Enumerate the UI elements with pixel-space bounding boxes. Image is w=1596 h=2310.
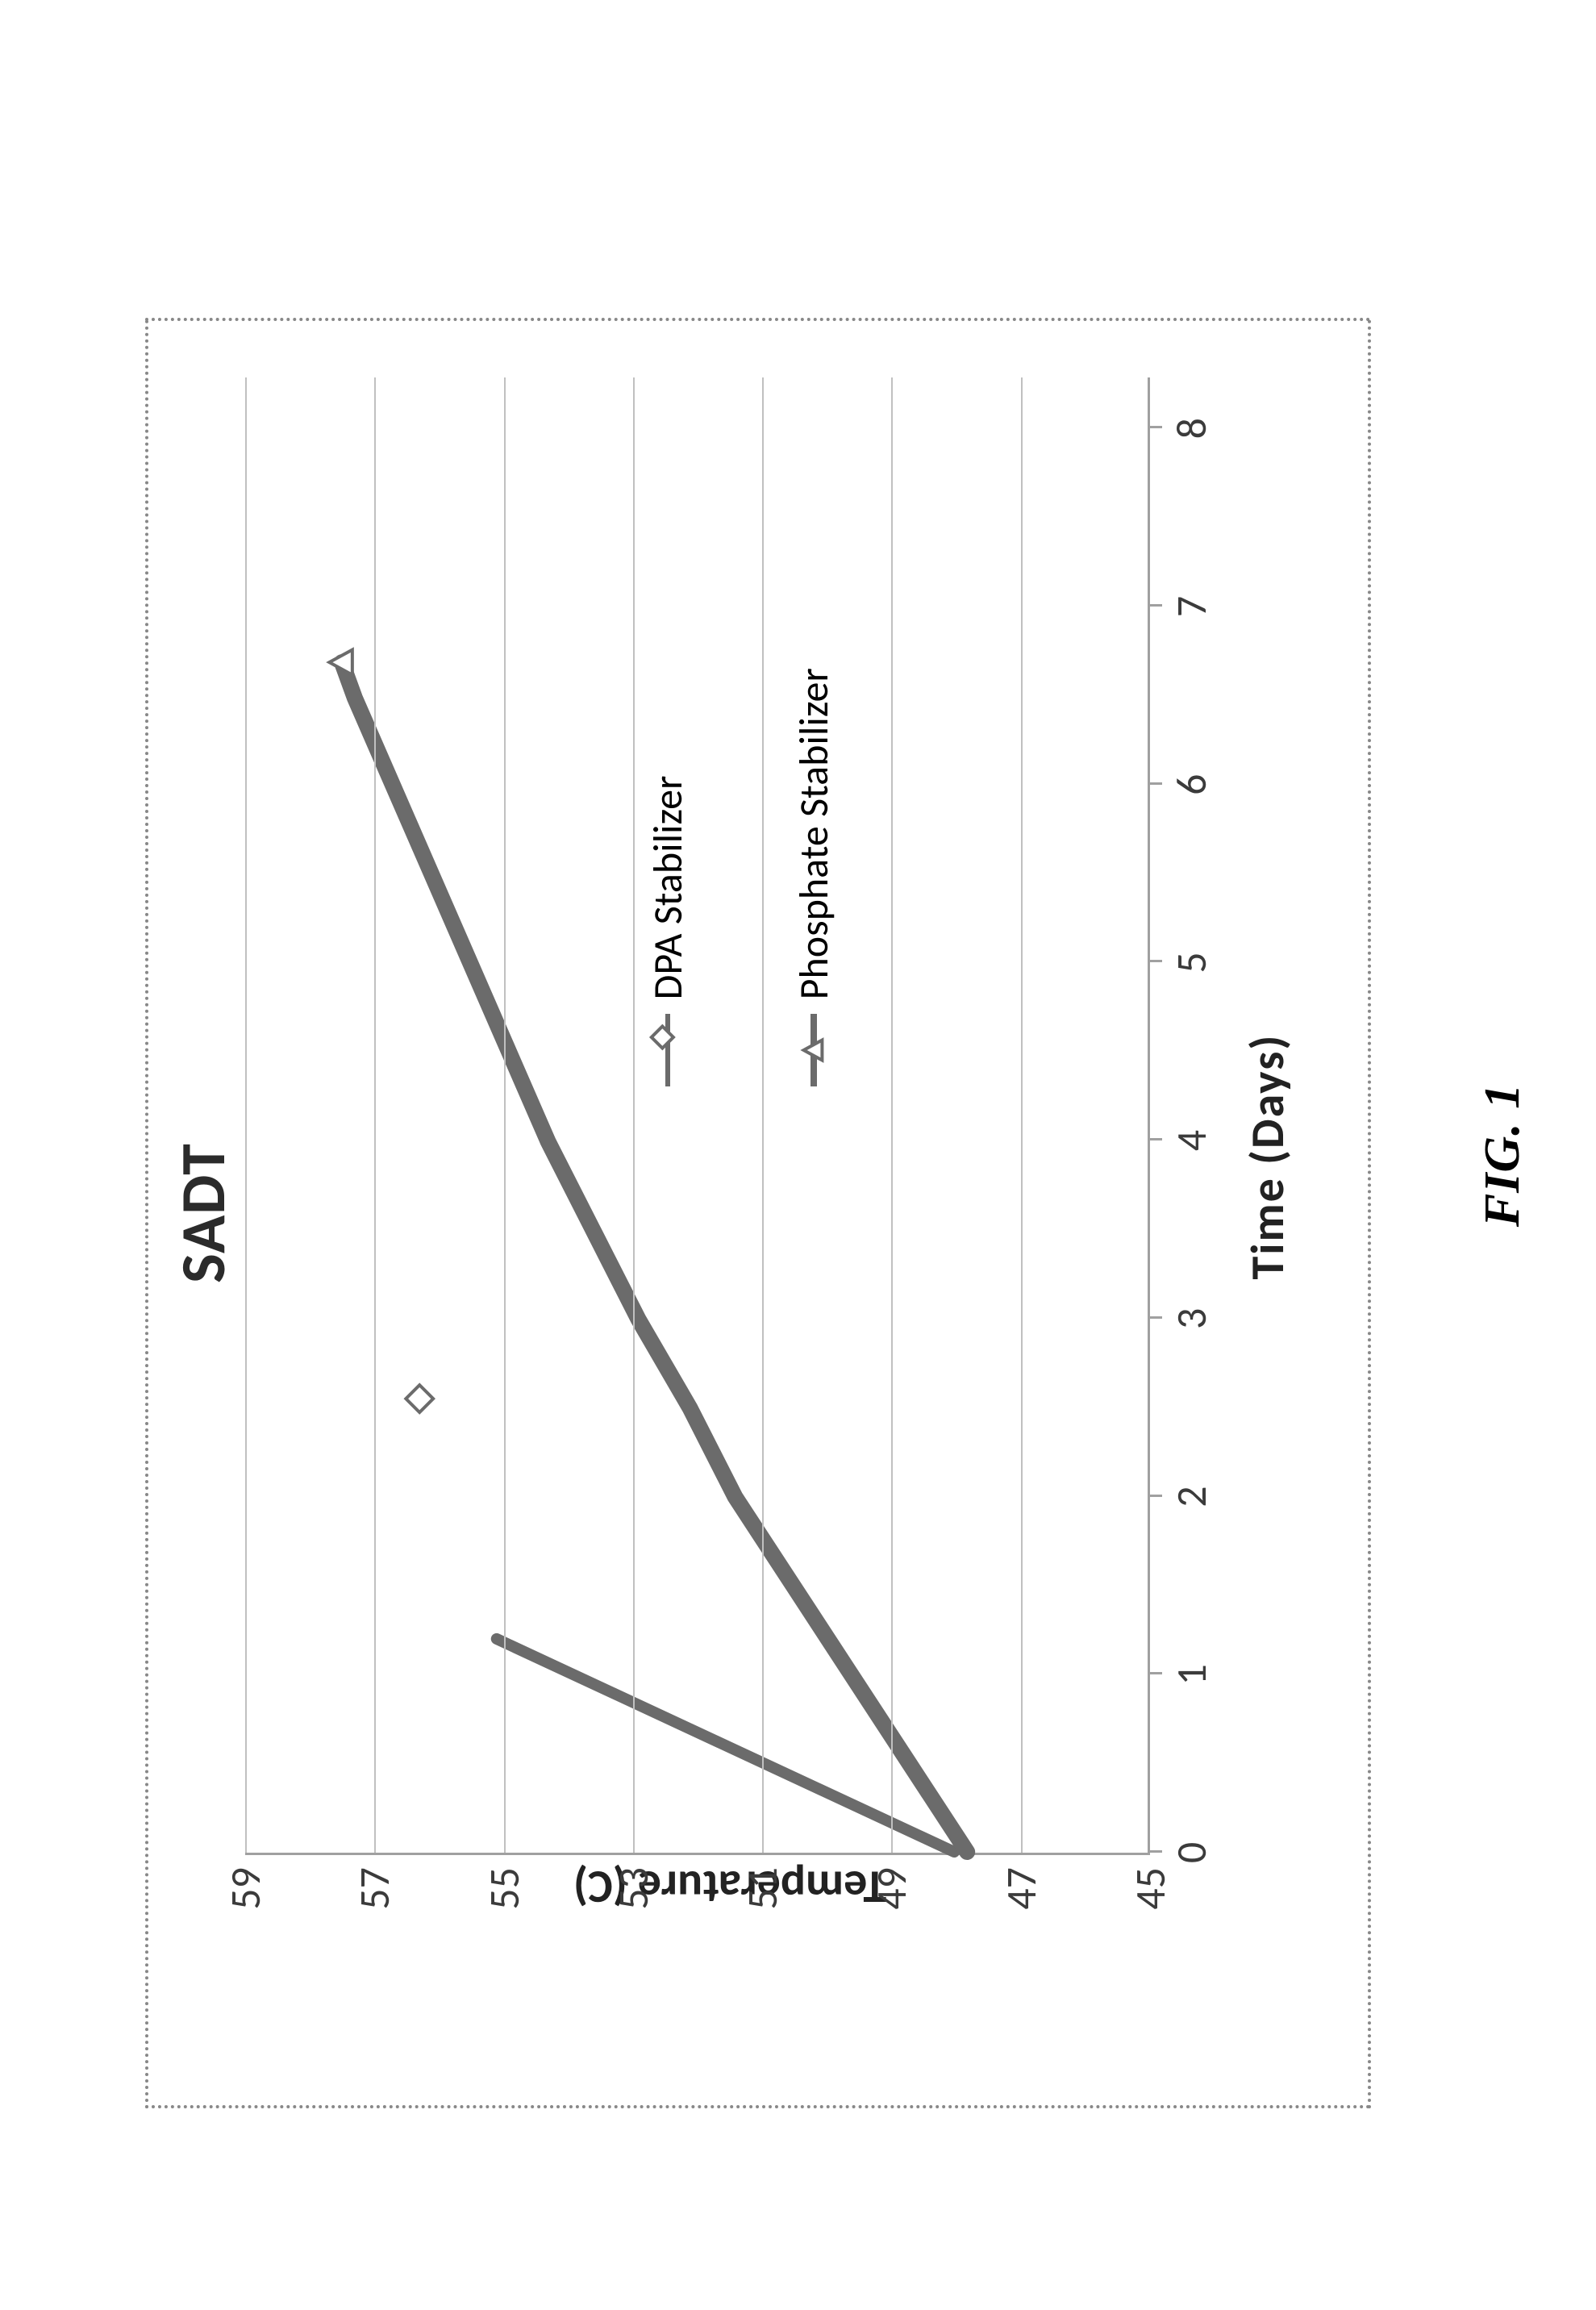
x-tick [1148,960,1162,962]
x-tick [1148,604,1162,607]
x-tick-label: 6 [1165,773,1217,794]
y-tick-label: 55 [478,1853,530,1910]
legend-entry-dpa: DPA Stabilizer [644,668,693,1086]
x-tick-label: 0 [1165,1842,1217,1863]
x-tick [1148,782,1162,785]
y-tick-label: 49 [865,1853,917,1910]
x-tick [1148,1495,1162,1497]
gridline [1021,377,1023,1853]
x-tick-label: 8 [1165,418,1217,439]
x-tick [1148,426,1162,428]
plot-svg [245,377,1148,1853]
y-tick-label: 57 [348,1853,400,1910]
x-tick-label: 3 [1165,1308,1217,1329]
legend-label: DPA Stabilizer [644,776,693,1000]
gridline [374,377,376,1853]
diamond-open-marker [406,1385,433,1412]
legend: DPA Stabilizer Phosphate Stabilizer [644,668,839,1086]
legend-swatch-phosphate [806,1014,822,1086]
x-tick-label: 1 [1165,1664,1217,1685]
x-axis-title: Time (Days) [1239,1034,1296,1280]
y-tick-label: 47 [995,1853,1047,1910]
chart-frame: SADT Temperature (C) 4547495153555759012… [145,318,1371,2108]
series-line-dpa [497,1639,954,1852]
x-tick [1148,1672,1162,1674]
x-tick-label: 5 [1165,952,1217,973]
gridline [762,377,764,1853]
gridline [245,377,247,1853]
x-tick-label: 2 [1165,1486,1217,1507]
plot-wrap: Temperature (C) 454749515355575901234567… [245,377,1215,1936]
landscape-content: SADT Temperature (C) 4547495153555759012… [0,0,1596,2310]
x-tick [1148,1316,1162,1319]
x-tick-label: 7 [1165,596,1217,617]
chart-title: SADT [165,321,241,2105]
triangle-open-marker [804,1040,823,1061]
x-tick-label: 4 [1165,1130,1217,1151]
gridline [504,377,506,1853]
legend-label: Phosphate Stabilizer [790,668,839,999]
y-tick-label: 59 [219,1853,271,1910]
figure-caption: FIG. 1 [1474,1083,1531,1227]
page: SADT Temperature (C) 4547495153555759012… [0,0,1596,2310]
y-tick-label: 53 [607,1853,659,1910]
gridline [891,377,893,1853]
y-tick-label: 51 [736,1853,788,1910]
plot-area: 4547495153555759012345678 [245,377,1150,1855]
legend-entry-phosphate: Phosphate Stabilizer [790,668,839,1086]
x-tick [1148,1850,1162,1853]
legend-swatch-dpa [660,1014,676,1086]
gridline [633,377,635,1853]
x-tick [1148,1138,1162,1140]
